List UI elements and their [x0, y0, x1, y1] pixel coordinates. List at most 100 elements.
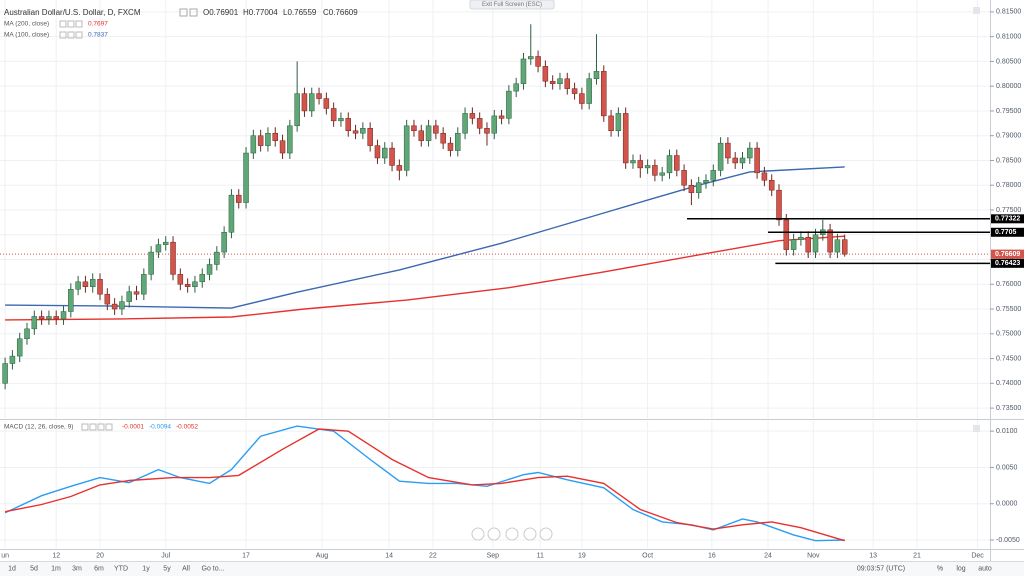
candle-body: [294, 93, 300, 127]
header-icons: [179, 8, 198, 17]
toolbar-right[interactable]: log: [956, 565, 965, 572]
candle-body: [2, 363, 8, 384]
candle-body: [104, 293, 111, 305]
candle-body: [97, 279, 103, 295]
candle-body: [557, 78, 563, 84]
x-tick-label: Jul: [161, 552, 170, 559]
candle-body: [170, 241, 176, 275]
pane-button[interactable]: [973, 7, 980, 14]
symbol-title: Australian Dollar/U.S. Dollar, D, FXCM: [4, 8, 141, 17]
range-button[interactable]: 1y: [142, 565, 150, 572]
range-button[interactable]: 5d: [30, 565, 38, 572]
candle-body: [250, 135, 257, 154]
y-tick-label: 0.73500: [996, 405, 1021, 412]
legend-icon[interactable]: [59, 20, 67, 28]
nav-button[interactable]: [471, 527, 485, 541]
candle-body: [564, 78, 571, 89]
toolbar-right[interactable]: auto: [978, 565, 992, 572]
candle-body: [75, 281, 81, 290]
legend-icon[interactable]: [89, 423, 97, 431]
range-button[interactable]: 1m: [51, 565, 61, 572]
candle-body: [360, 128, 366, 134]
candle-body: [111, 303, 118, 310]
candle-body: [352, 130, 359, 134]
candle-body: [243, 152, 249, 203]
legend-icon[interactable]: [67, 20, 75, 28]
line-series: [5, 235, 845, 321]
ohlc-item: O0.76901: [203, 8, 239, 17]
candle-body: [141, 274, 147, 295]
candle-body: [338, 118, 344, 122]
candle-body: [841, 239, 848, 255]
nav-button[interactable]: [505, 527, 519, 541]
candle-body: [666, 155, 673, 174]
candle-body: [754, 147, 760, 174]
range-button[interactable]: 3m: [72, 565, 82, 572]
nav-button[interactable]: [487, 527, 501, 541]
candle-body: [790, 239, 797, 250]
candle-body: [652, 165, 658, 176]
x-tick-label: 22: [429, 552, 437, 559]
candle-body: [367, 128, 373, 146]
range-button[interactable]: Go to...: [202, 565, 225, 572]
x-tick-label: 20: [96, 552, 104, 559]
candle-body: [345, 118, 352, 131]
indicator-value: -0.0094: [149, 424, 171, 431]
icon[interactable]: [189, 8, 198, 17]
range-button[interactable]: YTD: [114, 565, 128, 572]
candle-body: [571, 88, 578, 94]
candle-body: [761, 172, 768, 181]
candle-body: [68, 288, 74, 312]
range-button[interactable]: 6m: [94, 565, 104, 572]
candle-body: [528, 56, 534, 60]
legend-icon[interactable]: [75, 20, 83, 28]
candle-body: [82, 281, 89, 288]
y-tick-label: 0.77500: [996, 207, 1021, 214]
y-tick-label: 0.80500: [996, 58, 1021, 65]
level-label-box: [991, 227, 1024, 237]
level-label: 0.77322: [995, 216, 1020, 223]
candle-body: [389, 147, 395, 166]
toolbar-right[interactable]: %: [937, 565, 943, 572]
y-tick-label: 0.0000: [996, 501, 1018, 508]
ohlc-label: L: [283, 8, 288, 17]
candle-body: [31, 316, 38, 330]
candle-body: [703, 180, 709, 184]
range-button[interactable]: 1d: [8, 565, 16, 572]
line-series: [5, 166, 845, 309]
legend-icon[interactable]: [67, 31, 75, 39]
legend-icon[interactable]: [97, 423, 105, 431]
legend-icon[interactable]: [105, 423, 113, 431]
candle-body: [162, 241, 169, 245]
range-button[interactable]: All: [182, 565, 190, 572]
y-tick-label: 0.0050: [996, 464, 1018, 471]
nav-button[interactable]: [523, 527, 537, 541]
x-tick-label: Nov: [807, 552, 820, 559]
candle-body: [549, 80, 556, 84]
icon[interactable]: [179, 8, 188, 17]
exit-fullscreen[interactable]: [469, 0, 555, 10]
candle-body: [739, 157, 746, 164]
y-tick-label: 0.76000: [996, 281, 1021, 288]
legend-icon[interactable]: [59, 31, 67, 39]
candle-body: [805, 236, 811, 253]
candle-body: [89, 279, 96, 288]
legend-icon[interactable]: [75, 31, 83, 39]
exit-fullscreen-label[interactable]: Exit Full Screen (ESC): [482, 2, 542, 8]
x-tick-label: Dec: [971, 552, 984, 559]
range-button[interactable]: 5y: [163, 565, 171, 572]
candle-body: [681, 170, 687, 186]
nav-button[interactable]: [539, 527, 553, 541]
candle-body: [732, 157, 738, 164]
x-tick-label: 16: [708, 552, 716, 559]
x-tick-label: 13: [869, 552, 877, 559]
pane-button[interactable]: [973, 425, 980, 432]
candle-body: [184, 284, 191, 288]
candle-body: [834, 239, 841, 253]
ohlc-label: C: [323, 8, 329, 17]
y-tick-label: 0.78000: [996, 182, 1021, 189]
legend-icon[interactable]: [81, 423, 89, 431]
x-tick-label: un: [1, 552, 9, 559]
